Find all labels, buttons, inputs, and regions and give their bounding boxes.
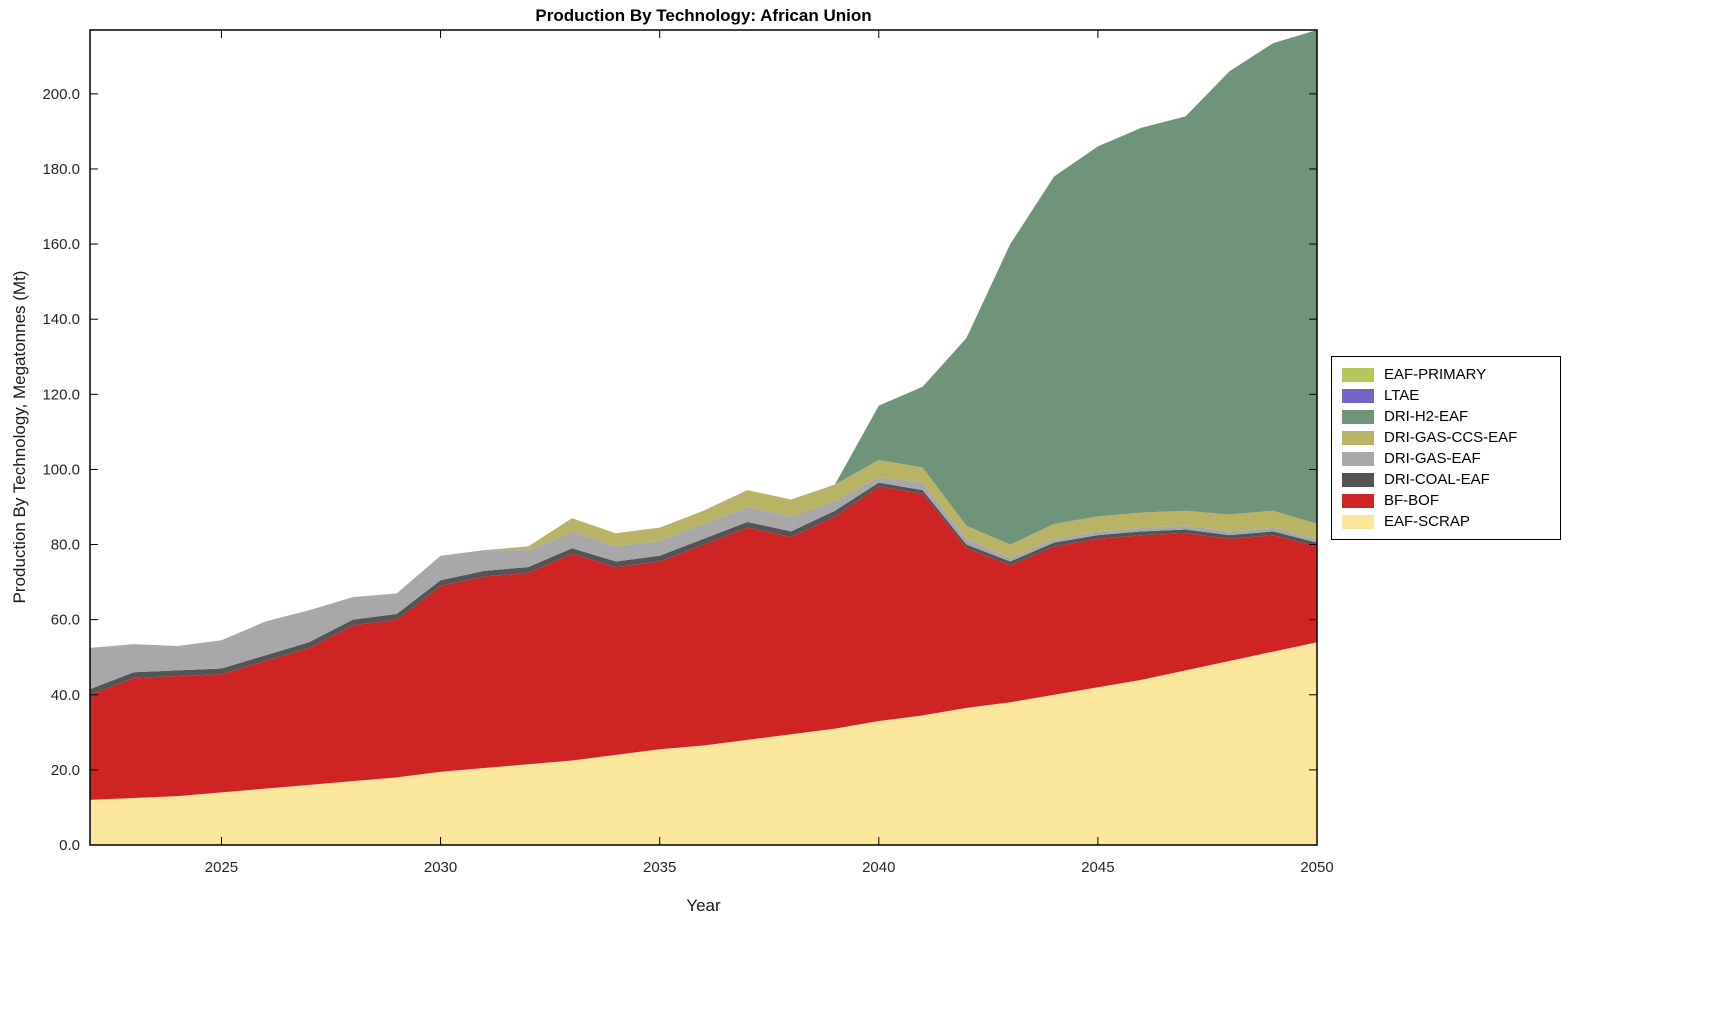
y-tick-label: 120.0 — [42, 386, 80, 403]
y-tick-label: 20.0 — [51, 762, 80, 779]
legend-item-bf-bof: BF-BOF — [1342, 490, 1550, 511]
area-dri-coal-eaf — [90, 482, 1317, 695]
legend-item-dri-gas-eaf: DRI-GAS-EAF — [1342, 448, 1550, 469]
legend: EAF-PRIMARY LTAE DRI-H2-EAF DRI-GAS-CCS-EAF… — [1331, 356, 1561, 540]
area-dri-gas-eaf — [90, 476, 1317, 690]
x-tick-label: 2030 — [424, 859, 457, 876]
x-tick-label: 2045 — [1081, 859, 1114, 876]
chart-title: Production By Technology: African Union — [535, 6, 872, 25]
legend-label: DRI-COAL-EAF — [1384, 471, 1490, 488]
legend-swatch-dri-h2-eaf — [1342, 409, 1374, 424]
y-tick-label: 180.0 — [42, 161, 80, 178]
legend-item-eaf-primary: EAF-PRIMARY — [1342, 364, 1550, 385]
x-tick-label: 2035 — [643, 859, 676, 876]
area-eaf-scrap — [90, 642, 1317, 845]
y-tick-label: 160.0 — [42, 236, 80, 253]
legend-label: DRI-GAS-CCS-EAF — [1384, 429, 1518, 446]
legend-swatch-dri-coal-eaf — [1342, 472, 1374, 487]
y-tick-label: 80.0 — [51, 537, 80, 554]
legend-swatch-dri-gas-eaf — [1342, 451, 1374, 466]
legend-item-dri-coal-eaf: DRI-COAL-EAF — [1342, 469, 1550, 490]
legend-item-dri-gas-ccs-eaf: DRI-GAS-CCS-EAF — [1342, 427, 1550, 448]
legend-swatch-ltae — [1342, 388, 1374, 403]
legend-swatch-dri-gas-ccs-eaf — [1342, 430, 1374, 445]
x-tick-label: 2040 — [862, 859, 895, 876]
legend-swatch-eaf-primary — [1342, 367, 1374, 382]
x-tick-label: 2050 — [1300, 859, 1333, 876]
y-tick-label: 0.0 — [59, 837, 80, 854]
y-tick-label: 60.0 — [51, 612, 80, 629]
x-tick-label: 2025 — [205, 859, 238, 876]
legend-label: LTAE — [1384, 387, 1420, 404]
x-axis-label: Year — [686, 896, 721, 915]
y-tick-label: 200.0 — [42, 86, 80, 103]
y-tick-label: 40.0 — [51, 687, 80, 704]
legend-item-ltae: LTAE — [1342, 385, 1550, 406]
legend-label: DRI-H2-EAF — [1384, 408, 1469, 425]
legend-label: BF-BOF — [1384, 492, 1439, 509]
legend-swatch-bf-bof — [1342, 493, 1374, 508]
plot-border — [89, 29, 1318, 846]
legend-item-dri-h2-eaf: DRI-H2-EAF — [1342, 406, 1550, 427]
legend-item-eaf-scrap: EAF-SCRAP — [1342, 511, 1550, 532]
y-tick-label: 100.0 — [42, 461, 80, 478]
legend-label: EAF-PRIMARY — [1384, 366, 1487, 383]
legend-label: DRI-GAS-EAF — [1384, 450, 1481, 467]
area-dri-h2-eaf — [90, 30, 1317, 648]
area-bf-bof — [90, 486, 1317, 800]
legend-swatch-eaf-scrap — [1342, 514, 1374, 529]
y-tick-label: 140.0 — [42, 311, 80, 328]
legend-label: EAF-SCRAP — [1384, 513, 1470, 530]
